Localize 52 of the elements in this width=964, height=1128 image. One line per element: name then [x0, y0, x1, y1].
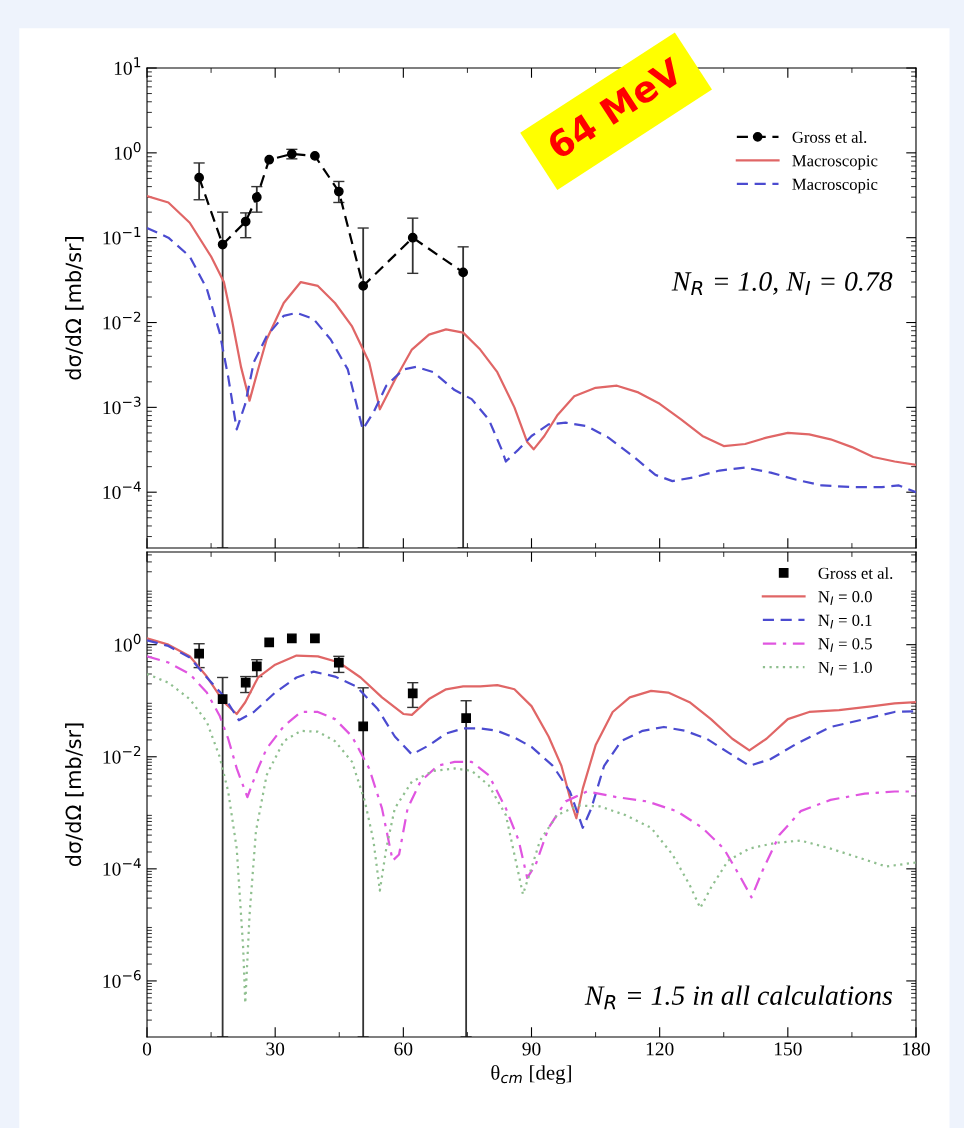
legend-label: N$_{I}$ = 1.0: [818, 661, 872, 676]
annotation: N$_{R}$ = 1.5 in all calculations: [584, 985, 892, 1010]
legend-label: Gross et al.: [818, 567, 893, 579]
point: [333, 657, 344, 668]
point: [461, 713, 471, 723]
point: [407, 232, 418, 243]
point: [194, 648, 204, 659]
annotation: N$_{R}$ = 1.0, N$_{I}$ = 0.78: [671, 272, 893, 296]
point: [251, 192, 262, 203]
legend-label: Macroscopic: [792, 155, 878, 170]
legend-label: Gross et al.: [792, 131, 867, 143]
point: [194, 172, 204, 183]
point: [358, 281, 369, 291]
point: [240, 216, 251, 227]
point: [407, 688, 418, 699]
point: [264, 637, 275, 648]
point: [310, 151, 320, 161]
y-tick-label: 10$^{−2}$: [103, 311, 141, 330]
line-series: [147, 194, 916, 466]
point: [251, 661, 262, 672]
point: [286, 633, 297, 644]
point: [458, 267, 469, 278]
y-tick-label: 10$^{−6}$: [103, 970, 141, 988]
point: [310, 633, 320, 644]
legend-label: Macroscopic: [792, 178, 878, 194]
y-tick-label: 10$^{−3}$: [103, 396, 141, 415]
point: [217, 694, 228, 704]
point: [358, 721, 369, 732]
x-tick-label: 30: [266, 1042, 285, 1056]
y-axis-title: dσ/dΩ [mb/sr]: [65, 237, 84, 380]
x-tick-label: 90: [522, 1042, 541, 1056]
x-axis-title: θ$_{cm}$ [deg]: [491, 1065, 571, 1085]
y-tick-label: 10$^{1}$: [114, 57, 141, 75]
y-tick-label: 10$^{−4}$: [103, 481, 141, 500]
y-tick-label: 10$^{−4}$: [103, 858, 141, 876]
line-series: [147, 226, 916, 494]
x-tick-label: 60: [394, 1042, 413, 1056]
x-tick-label: 0: [142, 1042, 152, 1056]
y-tick-label: 10$^{−1}$: [103, 226, 141, 245]
point: [333, 186, 344, 197]
legend-label: N$_{I}$ = 0.1: [818, 614, 872, 629]
x-tick-label: 150: [774, 1042, 802, 1056]
y-axis-title: dσ/dΩ [mb/sr]: [65, 723, 84, 867]
y-tick-label: 10$^{−2}$: [103, 745, 141, 764]
y-tick-label: 10$^{0}$: [114, 142, 141, 160]
point: [264, 154, 275, 165]
x-tick-label: 180: [903, 1042, 930, 1056]
point: [217, 239, 228, 250]
legend-label: N$_{I}$ = 0.0: [818, 591, 872, 605]
legend-label: N$_{I}$ = 0.5: [818, 638, 872, 653]
y-tick-label: 10$^{0}$: [114, 633, 141, 652]
x-tick-label: 120: [646, 1042, 674, 1056]
